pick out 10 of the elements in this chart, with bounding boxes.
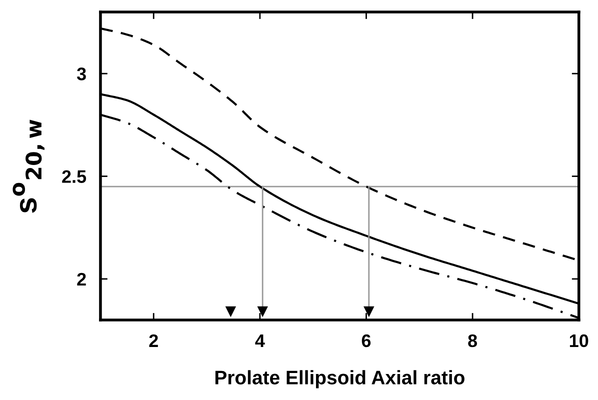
y-tick-label: 2.5 — [62, 170, 86, 183]
x-tick-label: 4 — [255, 334, 265, 347]
x-tick-label: 8 — [468, 334, 478, 348]
x-tick-label: 6 — [362, 334, 371, 348]
x-tick-label: 10 — [570, 334, 588, 348]
x-axis-title: Prolate Ellipsoid Axial ratio — [215, 370, 464, 388]
x-tick-label: 2 — [149, 334, 158, 347]
y-tick-label: 3 — [76, 68, 86, 80]
y-tick-label: 2 — [77, 272, 86, 286]
y-axis-title: s$^{o}$$_{20,w}$ — [12, 120, 44, 213]
